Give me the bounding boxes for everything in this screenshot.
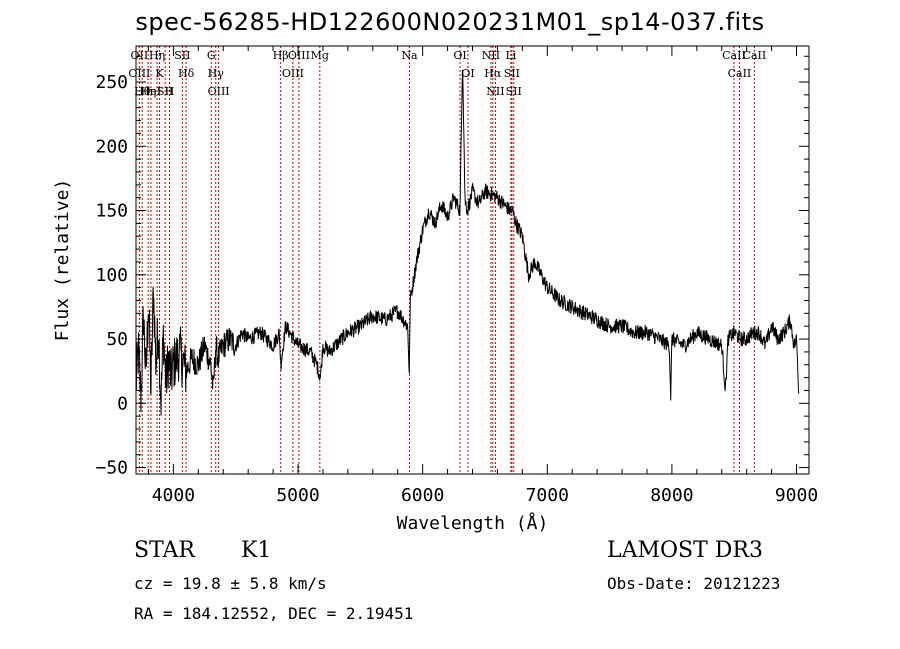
y-tick-label: 50	[106, 329, 128, 350]
plot-frame	[135, 45, 810, 475]
spectral-line-label: NII	[486, 85, 504, 98]
y-tick-label: 250	[95, 72, 128, 93]
subclass-label: K1	[241, 538, 272, 563]
redshift-label: cz = 19.8 ± 5.8 km/s	[134, 574, 327, 593]
spectral-line-label: CaII	[743, 49, 767, 62]
spectral-line-label: H	[165, 85, 175, 98]
spectral-line-label: OIII	[208, 85, 230, 98]
y-tick-label: 100	[95, 265, 128, 286]
spectral-line-label: K	[155, 67, 164, 80]
x-tick-label: 5000	[276, 485, 319, 506]
x-axis-label: Wavelength (Å)	[397, 512, 549, 534]
spectral-line-label: G	[207, 49, 216, 62]
spectral-line-label: Hα	[484, 67, 502, 80]
spectral-line-label: SII	[506, 85, 522, 98]
spectral-line-label: Mg	[311, 49, 329, 62]
spectral-line-label: Hθ	[134, 85, 151, 98]
spectral-line-label: CaII	[728, 67, 752, 80]
spectral-line-label: Hβ	[273, 49, 289, 62]
spectral-line-label: Hδ	[178, 67, 195, 80]
spectral-line-markers	[138, 46, 755, 474]
spectral-line-label: HeI	[141, 85, 161, 98]
spectral-line-labels: OIIOIIIHθHηHeIHηKSIIHSIIHδGHγOIIIHβOIIIO…	[128, 49, 766, 98]
spectral-line-label: OIII	[282, 67, 304, 80]
y-axis-label: Flux (relative)	[52, 179, 73, 342]
spectral-line-label: Li	[505, 49, 516, 62]
chart-title: spec-56285-HD122600N020231M01_sp14-037.f…	[135, 8, 765, 36]
spectral-line-label: Hη	[140, 85, 156, 98]
spectral-line-label: OI	[461, 67, 474, 80]
spectral-line-label: OII	[131, 49, 149, 62]
spectral-line-label: CaII	[722, 49, 746, 62]
axis-ticks: 4000 5000 6000 7000 8000 9000 −50 0 50 100 150 200 2…	[95, 46, 818, 506]
spectral-line-label: SII	[157, 85, 173, 98]
x-tick-label: 6000	[401, 485, 444, 506]
spectral-line-label: Na	[401, 49, 418, 62]
x-tick-label: 9000	[775, 485, 818, 506]
coordinates-label: RA = 184.12552, DEC = 2.19451	[134, 604, 414, 623]
y-tick-label: 200	[95, 136, 128, 157]
spectral-line-label: OIII	[128, 67, 150, 80]
x-tick-label: 7000	[526, 485, 569, 506]
spectrum-line	[135, 69, 800, 416]
y-tick-label: −50	[95, 458, 128, 479]
spectral-line-label: NII	[482, 49, 500, 62]
spectral-line-label: Hη	[149, 49, 165, 62]
spectral-line-label: SII	[174, 49, 190, 62]
obs-date-label: Obs-Date: 20121223	[607, 574, 781, 593]
spectral-line-label: Hγ	[208, 67, 225, 80]
spectral-line-label: OI	[453, 49, 466, 62]
spectral-line-label: OIII	[288, 49, 310, 62]
spectral-line-label: SII	[504, 67, 520, 80]
y-tick-label: 150	[95, 201, 128, 222]
x-tick-label: 8000	[650, 485, 693, 506]
class-label: STAR	[134, 538, 195, 563]
x-tick-label: 4000	[152, 485, 195, 506]
survey-label: LAMOST DR3	[607, 538, 763, 563]
y-tick-label: 0	[117, 393, 128, 414]
